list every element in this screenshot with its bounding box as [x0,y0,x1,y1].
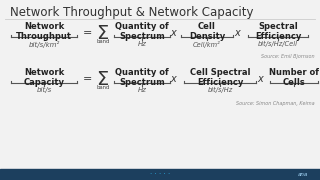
Text: Quantity of
Spectrum: Quantity of Spectrum [115,68,169,87]
Text: x: x [257,74,263,84]
Text: $\Sigma$: $\Sigma$ [97,25,109,43]
Text: Network Throughput & Network Capacity: Network Throughput & Network Capacity [10,6,253,19]
Text: Network
Throughput: Network Throughput [16,22,72,41]
Bar [0,169,320,180]
Text: bit/s/Hz/Cell: bit/s/Hz/Cell [258,40,298,47]
Text: x: x [234,28,240,38]
Text: =: = [83,74,93,84]
Text: Source: Emil Bjornson: Source: Emil Bjornson [261,54,315,59]
Text: Number of
Cells: Number of Cells [269,68,319,87]
Text: Hz: Hz [138,87,147,93]
Text: $\Sigma$: $\Sigma$ [97,71,109,89]
Text: Quantity of
Spectrum: Quantity of Spectrum [115,22,169,41]
Text: x: x [170,74,176,84]
Text: x: x [170,28,176,38]
Text: Spectral
Efficiency: Spectral Efficiency [255,22,301,41]
Text: bit/s: bit/s [36,87,52,93]
Text: =: = [83,28,93,38]
Text: bit/s/km²: bit/s/km² [28,40,60,48]
Text: Source: Simon Chapman, Keima: Source: Simon Chapman, Keima [236,101,315,106]
Text: Cell Spectral
Efficiency: Cell Spectral Efficiency [190,68,250,87]
Text: bit/s/Hz: bit/s/Hz [207,87,233,93]
Text: Cell
Density: Cell Density [189,22,225,41]
Text: band: band [96,85,110,90]
Text: Hz: Hz [138,40,147,46]
Text: Cell/km²: Cell/km² [193,40,221,48]
Text: ana: ana [298,172,308,177]
Text: band: band [96,39,110,44]
Text: Network
Capacity: Network Capacity [23,68,65,87]
Text: · · · · ·: · · · · · [150,172,170,177]
